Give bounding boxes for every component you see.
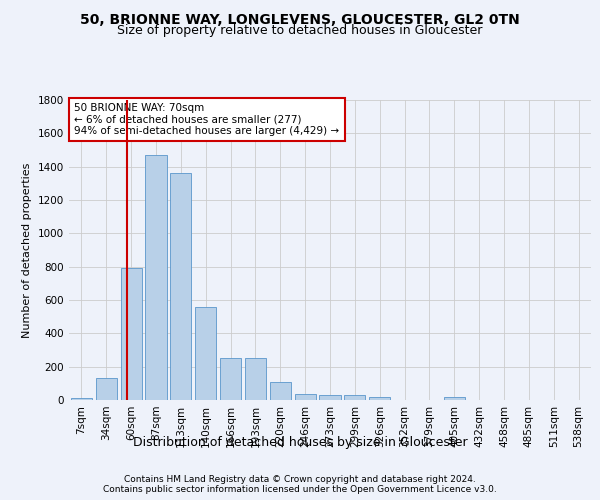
Text: 50, BRIONNE WAY, LONGLEVENS, GLOUCESTER, GL2 0TN: 50, BRIONNE WAY, LONGLEVENS, GLOUCESTER,… (80, 12, 520, 26)
Bar (369, 397, 390, 400)
Text: 50 BRIONNE WAY: 70sqm
← 6% of detached houses are smaller (277)
94% of semi-deta: 50 BRIONNE WAY: 70sqm ← 6% of detached h… (74, 103, 340, 136)
Text: Contains HM Land Registry data © Crown copyright and database right 2024.: Contains HM Land Registry data © Crown c… (124, 474, 476, 484)
Bar (344, 395, 365, 400)
Y-axis label: Number of detached properties: Number of detached properties (22, 162, 32, 338)
Bar (96, 378, 117, 400)
Bar (295, 394, 316, 400)
Bar (319, 395, 341, 400)
Bar (444, 397, 465, 400)
Bar (121, 268, 142, 400)
Bar (245, 358, 266, 400)
Bar (145, 155, 167, 400)
Bar (71, 398, 92, 400)
Text: Distribution of detached houses by size in Gloucester: Distribution of detached houses by size … (133, 436, 467, 449)
Bar (170, 172, 191, 400)
Bar (220, 358, 241, 400)
Bar (270, 382, 291, 400)
Bar (195, 306, 216, 400)
Text: Contains public sector information licensed under the Open Government Licence v3: Contains public sector information licen… (103, 486, 497, 494)
Text: Size of property relative to detached houses in Gloucester: Size of property relative to detached ho… (118, 24, 482, 37)
